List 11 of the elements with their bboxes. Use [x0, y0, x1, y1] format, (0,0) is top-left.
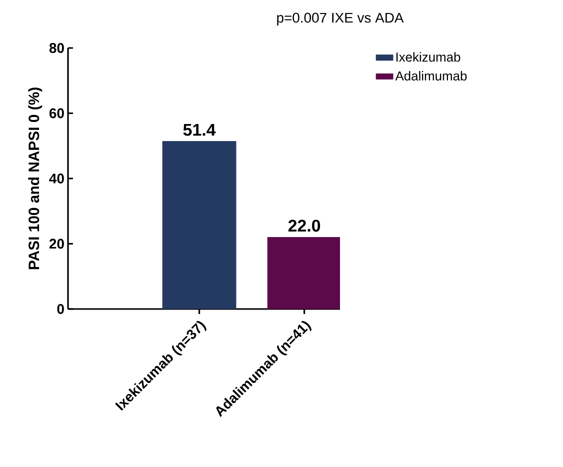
chart-title: p=0.007 IXE vs ADA — [277, 12, 404, 26]
y-tick-label: 0 — [57, 304, 64, 314]
data-label: 51.4 — [183, 124, 216, 136]
legend-label: Ixekizumab — [396, 52, 460, 62]
data-label: 22.0 — [288, 220, 320, 232]
legend-label: Adalimumab — [395, 71, 467, 81]
y-tick-label: 20 — [49, 238, 64, 249]
y-axis-title: PASI 100 and NAPSI 0 (%) — [28, 88, 42, 270]
y-tick-label: 60 — [49, 108, 64, 118]
y-tick-label: 40 — [49, 174, 64, 184]
y-tick-label: 80 — [49, 43, 64, 53]
